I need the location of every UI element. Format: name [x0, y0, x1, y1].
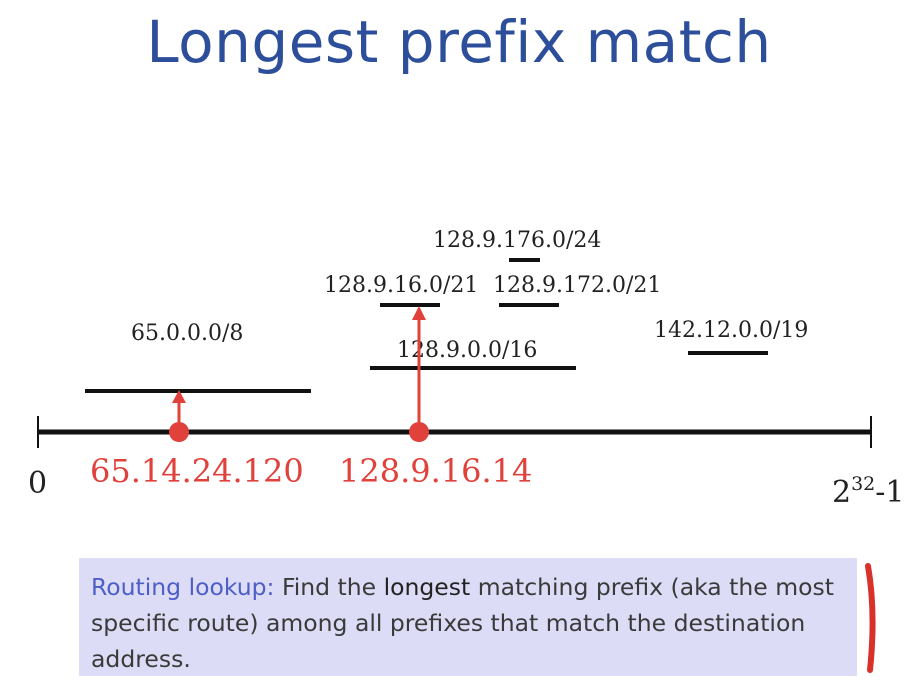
note-emphasis: longest [383, 573, 471, 601]
axis-end-exponent: 32 [851, 473, 875, 495]
prefix-label-142-12-0-0-19: 142.12.0.0/19 [654, 318, 808, 343]
note-part-1: Find the [274, 573, 384, 601]
slide-title: Longest prefix match [146, 8, 772, 76]
prefix-label-128-9-16-0-21: 128.9.16.0/21 [324, 273, 478, 298]
axis-end-base: 2 [832, 475, 851, 510]
prefix-label-128-9-172-0-21: 128.9.172.0/21 [493, 273, 661, 298]
axis-start-label: 0 [28, 466, 47, 501]
address-label-65-14-24-120: 65.14.24.120 [90, 452, 304, 490]
prefix-label-65-0-0-0-8: 65.0.0.0/8 [131, 321, 243, 346]
annotation-bracket [865, 563, 876, 673]
prefix-label-128-9-176-0-24: 128.9.176.0/24 [433, 228, 601, 253]
axis-end-tail: -1 [875, 475, 904, 510]
axis-end-label: 232-1 [832, 473, 905, 510]
match-arrowhead-128-9-16-14 [412, 306, 426, 320]
address-dot-65-14-24-120 [169, 422, 189, 442]
note-lead: Routing lookup: [91, 573, 275, 601]
address-label-128-9-16-14: 128.9.16.14 [339, 452, 532, 490]
address-dot-128-9-16-14 [409, 422, 429, 442]
match-arrowhead-65-14-24-120 [172, 390, 186, 403]
note-part-2: matching prefix (aka the most specific r… [91, 573, 834, 673]
routing-lookup-note: Routing lookup: Find the longest matchin… [79, 558, 857, 676]
